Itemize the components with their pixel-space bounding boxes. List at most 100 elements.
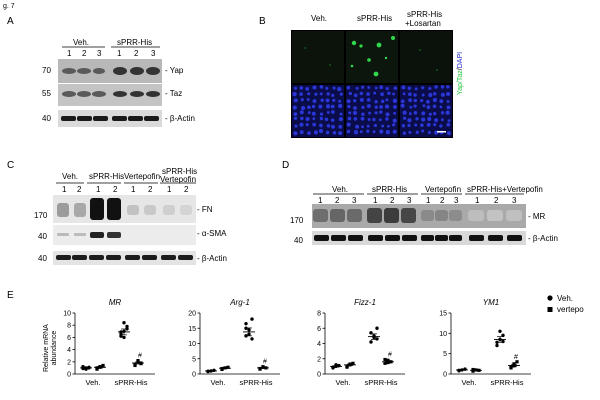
dapi-nucleus: [434, 85, 438, 89]
dapi-nucleus: [432, 104, 437, 109]
panel-d-mw: 170: [290, 216, 304, 225]
dapi-nucleus: [293, 116, 298, 121]
dapi-nucleus: [402, 110, 407, 115]
dapi-nucleus: [439, 124, 443, 128]
data-point-vertepo: [226, 365, 230, 369]
dapi-nucleus: [307, 105, 311, 110]
dapi-nucleus: [379, 105, 383, 109]
panel-a-lane: 1: [117, 49, 122, 58]
dapi-nucleus: [421, 129, 425, 133]
dapi-nucleus: [331, 93, 335, 97]
y-tick-label: 0: [317, 372, 321, 379]
dapi-nucleus: [348, 91, 352, 96]
dapi-nucleus: [325, 104, 331, 109]
dapi-nucleus: [440, 118, 444, 122]
dapi-nucleus: [326, 110, 330, 114]
panel-b-col-losartan: +Losartan: [405, 19, 441, 28]
dapi-nucleus: [307, 131, 311, 135]
dapi-nucleus: [374, 99, 378, 104]
dapi-nucleus: [332, 98, 336, 103]
legend-veh-marker: [547, 295, 553, 301]
dapi-nucleus: [293, 98, 298, 103]
chart-title: MR: [109, 298, 122, 307]
panel-d-lane: 3: [407, 196, 412, 205]
dapi-nucleus: [292, 105, 297, 110]
y-tick-label: 5: [192, 356, 196, 363]
x-category-label: Veh.: [85, 378, 100, 387]
panel-a-mw: 55: [42, 89, 51, 98]
x-category-label: sPRR-His: [365, 378, 398, 387]
dapi-nucleus: [392, 123, 396, 127]
dapi-nucleus: [414, 87, 418, 91]
dapi-nucleus: [326, 124, 331, 128]
panel-a-blots: [58, 59, 162, 127]
dapi-nucleus: [386, 124, 390, 128]
x-category-label: Veh.: [210, 378, 225, 387]
y-tick-label: 0: [67, 372, 71, 379]
dapi-nucleus: [338, 116, 344, 122]
dapi-nucleus: [433, 123, 437, 127]
y-tick-label: 5: [443, 351, 447, 358]
dapi-nucleus: [319, 116, 324, 121]
dapi-nucleus: [368, 111, 372, 115]
panel-a-group-sprr: sPRR-His: [117, 38, 153, 47]
panel-b-green-row: [292, 31, 452, 83]
dapi-nucleus: [359, 130, 363, 134]
dapi-nucleus: [353, 117, 358, 121]
data-point-vertepo: [512, 362, 516, 366]
panel-d-lane: 2: [494, 196, 499, 205]
dapi-nucleus: [402, 92, 406, 96]
data-point-veh: [498, 329, 502, 333]
dapi-nucleus: [366, 129, 370, 133]
dapi-nucleus: [428, 112, 432, 116]
panel-d-lane: 1: [373, 196, 378, 205]
dapi-nucleus: [332, 86, 336, 90]
scatter-chart-fizz-1: Fizz-1 0 2 4 6 8 Veh. sPRR-His #: [317, 298, 405, 387]
dapi-nucleus: [385, 112, 390, 117]
data-point-veh: [501, 339, 505, 344]
data-point-vertepo: [351, 361, 355, 365]
dapi-nucleus: [300, 98, 304, 102]
dapi-nucleus: [393, 105, 397, 109]
dapi-nucleus: [446, 131, 451, 136]
panel-d-group: Vertepofin: [425, 185, 462, 194]
panel-a-mw: 40: [42, 114, 51, 123]
figure-label: g. 7: [3, 3, 15, 10]
panel-c-group: Veh.: [62, 172, 79, 181]
dapi-nucleus: [294, 86, 297, 90]
legend-vertepo-marker: [547, 307, 553, 312]
data-point-veh: [250, 337, 254, 341]
significance-mark: #: [514, 354, 518, 361]
dapi-nucleus: [433, 92, 437, 96]
dapi-nucleus: [408, 112, 412, 116]
panel-a-mw: 70: [42, 66, 51, 75]
dapi-nucleus: [312, 99, 317, 104]
panel-c-mw: 170: [34, 211, 48, 220]
panel-d-lane: 1: [318, 196, 323, 205]
data-point-veh: [375, 326, 379, 330]
significance-mark: #: [263, 359, 267, 366]
data-point-veh: [122, 335, 126, 340]
panel-c-lane: 2: [184, 185, 189, 194]
dapi-nucleus: [409, 105, 413, 109]
dapi-nucleus: [367, 118, 371, 121]
dapi-nucleus: [421, 111, 426, 116]
dapi-nucleus: [380, 92, 384, 97]
panel-c-letter: C: [7, 160, 15, 171]
panel-d-band-actin: - β-Actin: [528, 234, 558, 243]
dapi-nucleus: [372, 130, 376, 134]
dapi-nucleus: [319, 112, 324, 116]
dapi-nucleus: [366, 124, 370, 128]
dapi-nucleus: [414, 123, 418, 127]
panel-d-band-mr: - MR: [528, 212, 546, 221]
dapi-nucleus: [330, 104, 335, 109]
panel-a-group-lines: [62, 46, 160, 48]
dapi-nucleus: [355, 86, 359, 90]
x-category-label: sPRR-His: [491, 378, 524, 387]
dapi-nucleus: [373, 91, 377, 95]
dapi-nucleus: [359, 97, 364, 102]
panel-c-lane: 1: [131, 185, 136, 194]
y-tick-label: 4: [317, 341, 321, 348]
dapi-nucleus: [301, 105, 306, 111]
